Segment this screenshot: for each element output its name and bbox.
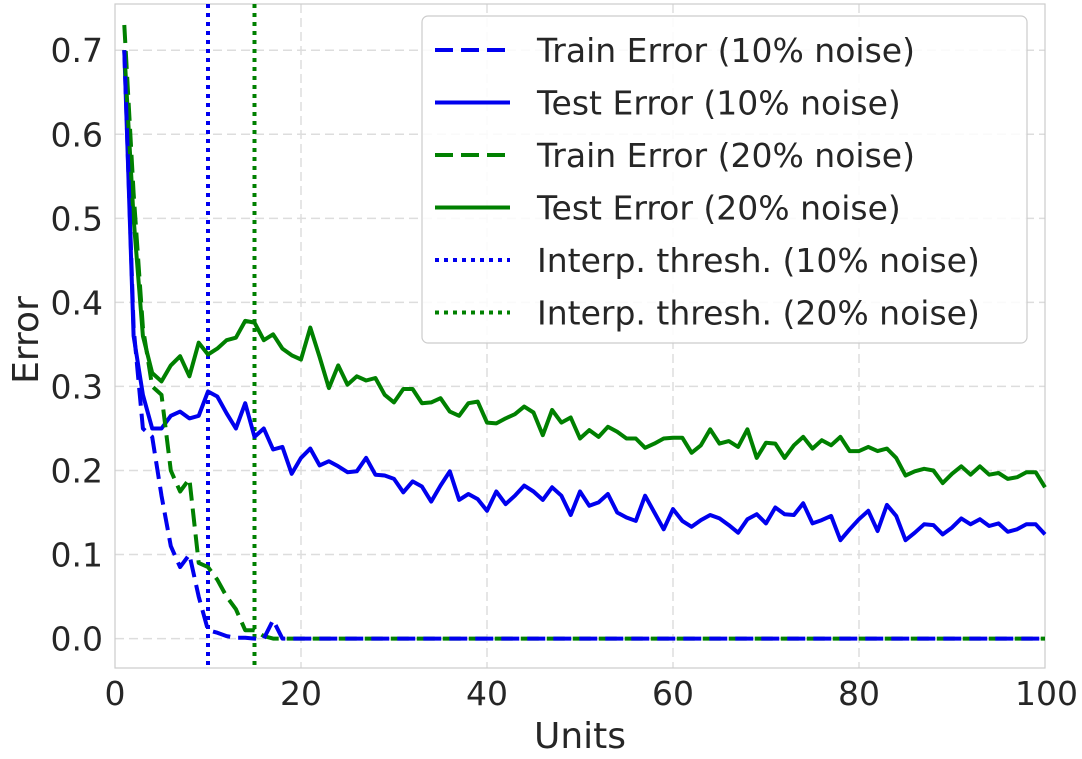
- x-tick-label: 40: [466, 674, 508, 713]
- legend-label: Test Error (10% noise): [536, 84, 901, 123]
- series-line: [122, 50, 1045, 641]
- y-tick-label: 0.2: [51, 451, 103, 490]
- series-line: [122, 50, 1047, 543]
- legend-label: Interp. thresh. (10% noise): [537, 241, 980, 280]
- series-line: [122, 50, 1047, 489]
- x-tick-labels: 0 20 40 60 80 100: [105, 674, 1079, 713]
- y-tick-label: 0.5: [51, 199, 103, 238]
- y-tick-label: 0.4: [51, 283, 103, 322]
- legend-label: Train Error (20% noise): [536, 136, 915, 175]
- legend-label: Interp. thresh. (20% noise): [537, 294, 980, 333]
- y-tick-labels: 0.0 0.1 0.2 0.3 0.4 0.5 0.6 0.7: [51, 31, 103, 658]
- legend-box: [421, 15, 1028, 344]
- x-axis-label: Units: [534, 716, 626, 757]
- x-tick-label: 0: [105, 674, 126, 713]
- y-tick-label: 0.3: [51, 367, 103, 406]
- y-tick-label: 0.6: [51, 115, 103, 154]
- legend-label: Train Error (10% noise): [536, 31, 915, 70]
- legend: Train Error (10% noise) Test Error (10% n…: [421, 15, 1028, 344]
- x-tick-label: 60: [652, 674, 694, 713]
- y-tick-label: 0.7: [51, 31, 103, 70]
- y-tick-label: 0.1: [51, 536, 103, 575]
- y-axis-label: Error: [6, 296, 47, 384]
- series-layer: [122, 4, 1047, 668]
- x-tick-label: 20: [280, 674, 322, 713]
- y-tick-label: 0.0: [51, 620, 103, 659]
- legend-label: Test Error (20% noise): [536, 189, 901, 228]
- x-tick-label: 80: [838, 674, 880, 713]
- plot-frame: [114, 3, 1046, 669]
- x-tick-label: 100: [1015, 674, 1078, 713]
